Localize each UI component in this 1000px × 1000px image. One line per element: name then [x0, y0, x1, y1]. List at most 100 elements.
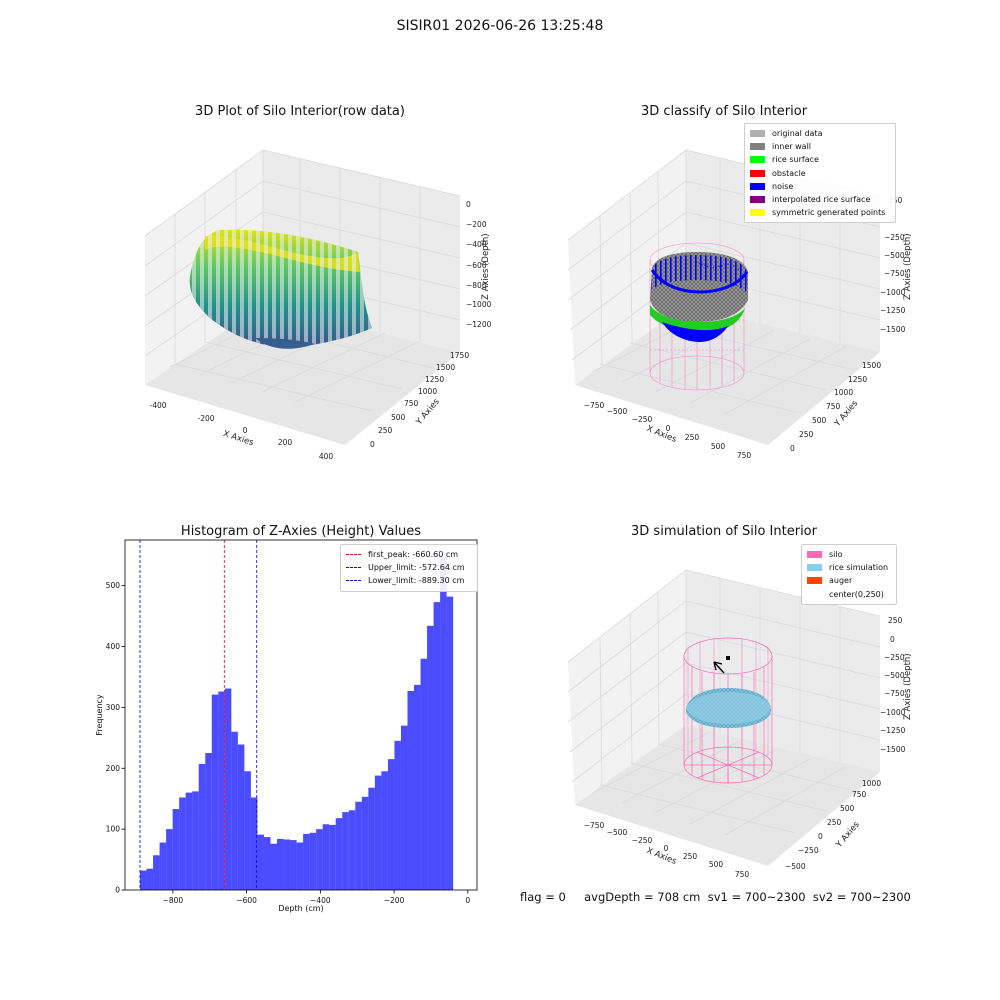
histogram-bar	[218, 691, 225, 890]
histogram-bar	[329, 824, 336, 890]
histogram-x-tick-label: 0	[465, 896, 470, 905]
histogram-bar	[355, 801, 362, 890]
raw-z-tick: −400	[466, 240, 487, 249]
histogram-bar	[394, 740, 401, 890]
histogram-bar	[198, 764, 206, 890]
histogram-bar	[290, 840, 297, 890]
legend-line	[346, 580, 361, 582]
histogram-bars	[140, 556, 454, 890]
raw-zlabel: Z Axies (Depth)	[481, 233, 491, 300]
histogram-bar	[140, 870, 147, 890]
simulation-y-tick: −250	[798, 846, 819, 855]
legend-item-interpolated-rice-surface: interpolated rice surface	[750, 193, 890, 206]
simulation-xlabel: X Axies	[645, 846, 678, 867]
classify-z-tick: −250	[884, 233, 905, 242]
legend-swatch	[807, 551, 822, 559]
histogram-x-tick-label: −800	[163, 896, 184, 905]
histogram-bar	[153, 855, 160, 890]
classify-y-tick: 500	[812, 416, 827, 425]
histogram-y-tick-label: 0	[115, 886, 120, 895]
raw-z-tick: −1000	[466, 300, 492, 309]
classify-x-tick: −500	[607, 407, 628, 416]
legend-swatch	[750, 196, 765, 204]
histogram-y-ticks: 0 100 200 300 400 500	[106, 581, 125, 895]
legend-swatch	[807, 577, 822, 585]
legend-label: silo	[829, 550, 843, 560]
legend-item-rice-surface: rice surface	[750, 153, 890, 166]
histogram-bar	[263, 837, 271, 890]
histogram-bar	[237, 744, 245, 890]
histogram-bar	[250, 797, 258, 890]
legend-item-center: center(0,250)	[807, 588, 891, 601]
raw-y-tick: 750	[404, 399, 419, 408]
histogram-bar	[244, 771, 251, 890]
raw-y-tick: 1250	[425, 375, 444, 384]
histogram-bar	[387, 759, 395, 890]
histogram-bar	[159, 842, 167, 890]
raw-panel-title: 3D Plot of Silo Interior(row data)	[195, 104, 405, 119]
histogram-bar	[224, 688, 232, 890]
raw-x-tick: 400	[319, 452, 334, 461]
simulation-axis-ticks: −750 −500 −250 0 250 500 750 −500 −250 0…	[584, 616, 906, 879]
raw-z-tick: 0	[466, 200, 471, 209]
simulation-z-tick: −750	[884, 689, 905, 698]
classify-zlabel: Z Axies (Depth)	[903, 233, 913, 300]
legend-label: symmetric generated points	[772, 208, 886, 218]
histogram-bar	[146, 868, 154, 890]
histogram-x-tick-label: −600	[236, 896, 257, 905]
simulation-x-tick: 500	[709, 860, 724, 869]
histogram-legend: first_peak: -660.60 cm Upper_limit: -572…	[340, 544, 478, 592]
classify-z-tick: −1250	[880, 306, 906, 315]
legend-label: original data	[772, 129, 823, 139]
classify-y-tick: 1500	[862, 361, 881, 370]
legend-item-rice-simulation: rice simulation	[807, 561, 891, 574]
classify-x-tick: 500	[711, 442, 726, 451]
raw-x-tick: 0	[243, 426, 248, 435]
simulation-panel-title: 3D simulation of Silo Interior	[631, 524, 817, 539]
raw-z-tick: −200	[466, 220, 487, 229]
legend-label: inner wall	[772, 142, 812, 152]
simulation-legend: silo rice simulation auger center(0,250)	[801, 544, 897, 605]
legend-label: first_peak: -660.60 cm	[368, 550, 459, 560]
raw-x-tick: -200	[197, 414, 214, 423]
histogram-vlines	[139, 540, 258, 890]
histogram-bar	[283, 839, 291, 890]
histogram-bar	[368, 787, 375, 890]
classify-y-tick: 250	[799, 430, 814, 439]
histogram-y-tick-label: 300	[106, 703, 121, 712]
histogram-y-tick-label: 500	[106, 581, 121, 590]
figure-suptitle: SISIR01 2026-06-26 13:25:48	[396, 18, 604, 34]
classify-z-tick: −750	[884, 269, 905, 278]
histogram-bar	[348, 810, 356, 890]
classify-xlabel: X Axies	[645, 424, 678, 445]
classify-y-tick: 0	[790, 444, 795, 453]
legend-swatch	[750, 169, 765, 177]
simulation-axes-box	[567, 569, 881, 866]
classify-panel-title: 3D classify of Silo Interior	[640, 104, 808, 119]
histogram-bar	[309, 832, 317, 890]
classify-y-tick: 1250	[848, 375, 867, 384]
raw-x-tick: -400	[149, 401, 166, 410]
histogram-bar	[400, 725, 408, 890]
raw-y-tick: 1750	[450, 351, 469, 360]
histogram-bar	[192, 791, 199, 890]
simulation-y-tick: 1000	[862, 779, 881, 788]
legend-item-symmetric-generated-points: symmetric generated points	[750, 206, 890, 219]
simulation-y-tick: −500	[785, 862, 806, 871]
histogram-bar	[414, 684, 421, 890]
classify-z-tick: −1500	[880, 325, 906, 334]
legend-item-auger: auger	[807, 574, 891, 587]
legend-label: Lower_limit: -889.30 cm	[368, 576, 465, 586]
raw-y-tick: 1000	[418, 387, 437, 396]
histogram-bar	[179, 797, 186, 890]
histogram-bar	[166, 829, 173, 890]
legend-label: rice simulation	[829, 563, 889, 573]
histogram-y-tick-label: 200	[106, 764, 121, 773]
legend-item-lower-limit: Lower_limit: -889.30 cm	[346, 574, 472, 587]
classify-point-cloud	[650, 252, 749, 342]
histogram-bar	[440, 556, 447, 890]
panel-raw-3d: -400 -200 0 200 400 0 250 500 750 1000 1…	[144, 149, 492, 461]
classify-legend: original data inner wall rice surface ob…	[744, 123, 896, 224]
histogram-bar	[427, 625, 434, 890]
